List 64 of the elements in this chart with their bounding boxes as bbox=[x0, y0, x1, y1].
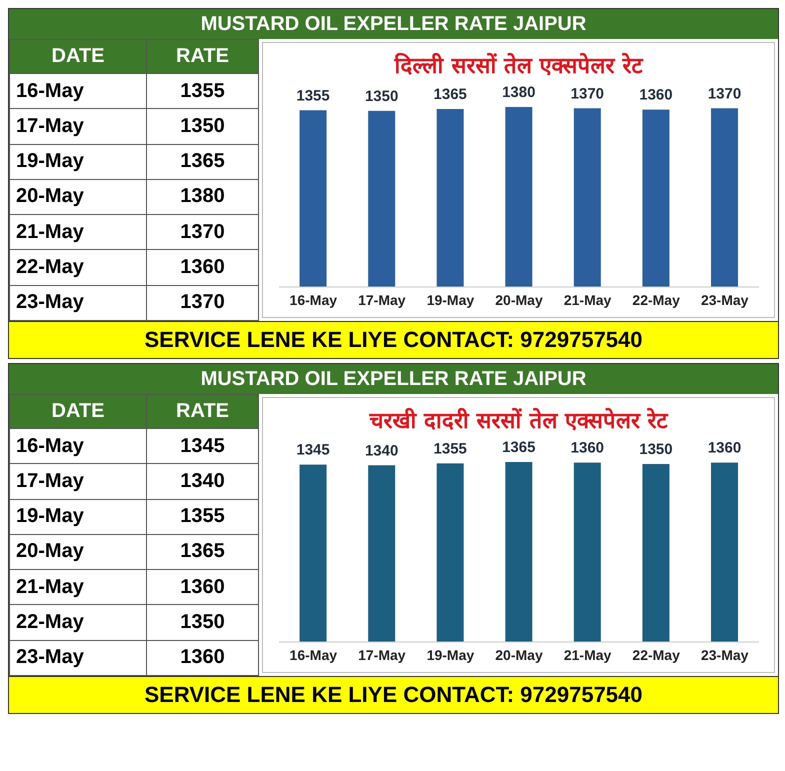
data-label: 1340 bbox=[364, 442, 398, 460]
data-label: 1360 bbox=[146, 570, 258, 605]
data-label: 1370 bbox=[146, 285, 258, 320]
x-tick-label: 22-May bbox=[632, 646, 680, 663]
data-label: 1380 bbox=[502, 84, 535, 101]
x-tick-label: 23-May bbox=[700, 646, 748, 663]
data-label: 1365 bbox=[502, 439, 535, 456]
chart-subtitle: MUSTARD OIL EXPELLER RATE JAIPUR bbox=[9, 364, 778, 394]
category-label: 19-May bbox=[10, 499, 147, 534]
category-label: 21-May bbox=[10, 214, 147, 250]
x-tick-label: 16-May bbox=[289, 646, 337, 663]
chart-title: दिल्ली सरसों तेल एक्सपेलर रेट bbox=[394, 52, 642, 79]
x-tick-label: 20-May bbox=[494, 292, 542, 308]
x-tick-label: 20-May bbox=[494, 646, 542, 663]
data-label: 1365 bbox=[433, 86, 466, 103]
category-label: 19-May bbox=[10, 144, 147, 180]
text: RATE bbox=[146, 394, 258, 428]
data-label: 1355 bbox=[146, 74, 258, 109]
x-tick-label: 22-May bbox=[632, 292, 680, 308]
x-tick-label: 19-May bbox=[426, 646, 474, 663]
text: SERVICE LENE KE LIYE CONTACT: 9729757540 bbox=[9, 321, 778, 358]
text: DATE bbox=[10, 40, 147, 74]
data-label: 1360 bbox=[638, 86, 672, 104]
data-label: 1350 bbox=[146, 604, 258, 640]
data-label: 1345 bbox=[146, 428, 258, 464]
data-label: 1370 bbox=[707, 85, 741, 102]
x-tick-label: 19-May bbox=[426, 292, 474, 308]
category-label: 16-May bbox=[10, 74, 147, 109]
data-label: 1360 bbox=[146, 250, 258, 286]
x-tick-label: 21-May bbox=[563, 646, 612, 663]
data-label: 1355 bbox=[296, 87, 330, 104]
chart-title: चरखी दादरी सरसों तेल एक्सपेलर रेट bbox=[369, 406, 668, 434]
category-label: 17-May bbox=[10, 108, 147, 144]
text: RATE bbox=[146, 40, 258, 74]
data-label: 1355 bbox=[433, 440, 466, 458]
x-tick-label: 17-May bbox=[358, 646, 406, 663]
data-label: 1360 bbox=[707, 440, 741, 457]
text: SERVICE LENE KE LIYE CONTACT: 9729757540 bbox=[9, 676, 778, 713]
category-label: 17-May bbox=[10, 464, 147, 500]
data-label: 1365 bbox=[146, 534, 258, 570]
text: DATE bbox=[10, 394, 147, 428]
data-label: 1360 bbox=[146, 640, 258, 676]
data-label: 1340 bbox=[146, 464, 258, 500]
data-label: 1345 bbox=[296, 442, 330, 459]
category-label: 21-May bbox=[10, 570, 147, 605]
data-label: 1350 bbox=[146, 108, 258, 144]
x-tick-label: 23-May bbox=[700, 292, 748, 308]
category-label: 20-May bbox=[10, 179, 147, 215]
category-label: 22-May bbox=[10, 250, 147, 286]
x-tick-label: 21-May bbox=[563, 292, 612, 308]
x-tick-label: 16-May bbox=[289, 292, 337, 308]
data-label: 1370 bbox=[570, 85, 604, 102]
data-label: 1380 bbox=[146, 179, 258, 215]
category-label: 20-May bbox=[10, 534, 147, 570]
data-label: 1350 bbox=[638, 440, 672, 458]
data-label: 1360 bbox=[570, 440, 604, 457]
category-label: 16-May bbox=[10, 428, 147, 464]
data-label: 1365 bbox=[146, 144, 258, 180]
chart-subtitle: MUSTARD OIL EXPELLER RATE JAIPUR bbox=[9, 9, 778, 39]
data-label: 1370 bbox=[146, 214, 258, 250]
data-label: 1350 bbox=[364, 88, 398, 105]
x-tick-label: 17-May bbox=[358, 292, 406, 308]
category-label: 22-May bbox=[10, 604, 147, 640]
data-label: 1355 bbox=[146, 499, 258, 534]
